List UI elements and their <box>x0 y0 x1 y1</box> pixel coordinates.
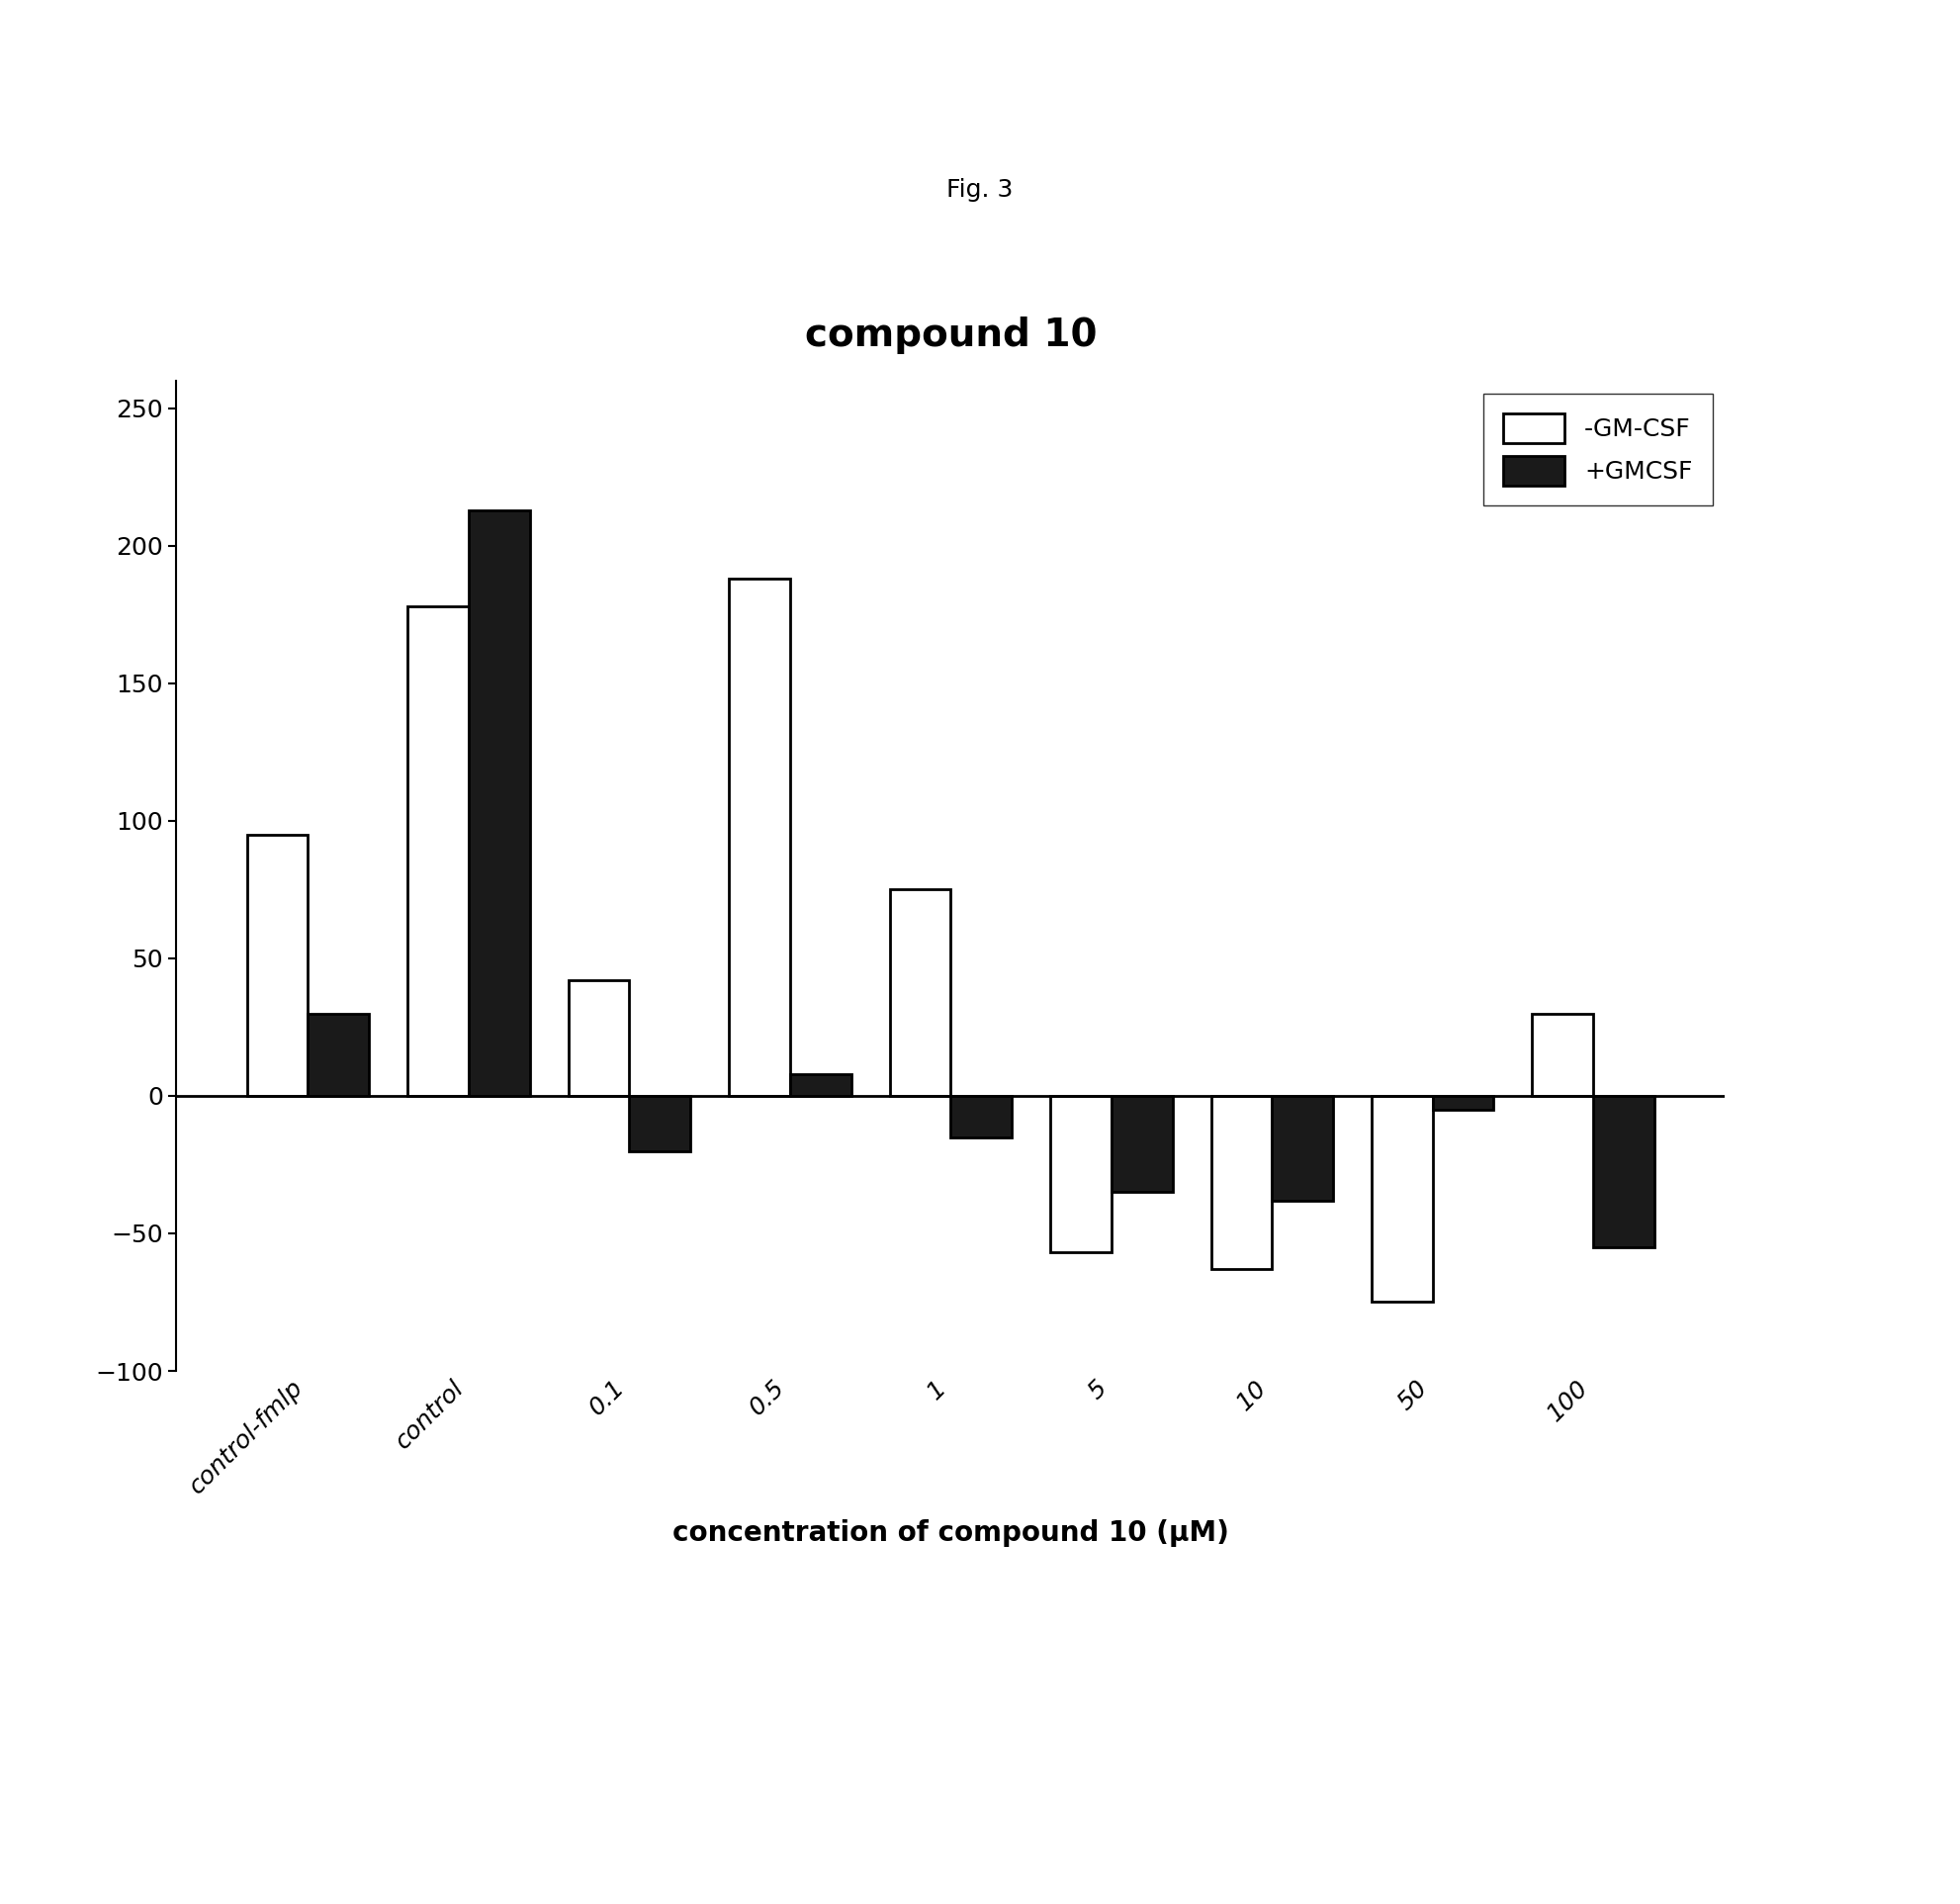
Bar <box>568 981 629 1097</box>
Bar <box>890 889 951 1097</box>
Bar <box>1051 1097 1111 1253</box>
Text: Fig. 3: Fig. 3 <box>947 179 1013 202</box>
Bar <box>729 579 790 1097</box>
Legend: -GM-CSF, +GMCSF: -GM-CSF, +GMCSF <box>1484 392 1713 505</box>
Bar <box>408 605 468 1097</box>
Bar <box>790 1074 851 1097</box>
Bar <box>1433 1097 1494 1110</box>
Bar <box>1372 1097 1433 1302</box>
Bar <box>1211 1097 1272 1270</box>
Bar <box>1111 1097 1172 1192</box>
Bar <box>308 1013 368 1097</box>
Bar <box>1593 1097 1654 1247</box>
Bar <box>1272 1097 1333 1200</box>
Bar <box>629 1097 690 1150</box>
Title: compound 10: compound 10 <box>804 316 1098 354</box>
X-axis label: concentration of compound 10 (μM): concentration of compound 10 (μM) <box>672 1519 1229 1548</box>
Bar <box>1533 1013 1593 1097</box>
Bar <box>951 1097 1011 1137</box>
Bar <box>247 834 308 1097</box>
Bar <box>468 510 529 1097</box>
